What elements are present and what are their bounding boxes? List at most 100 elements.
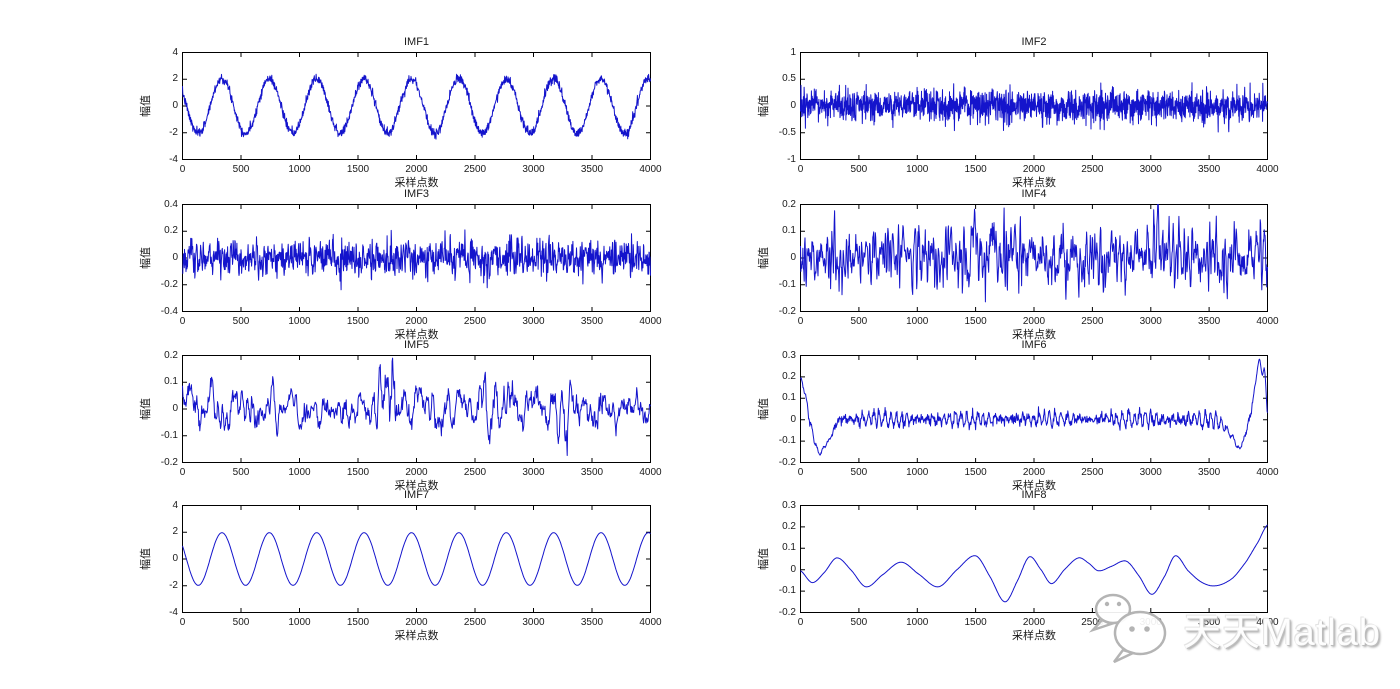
x-tick-label: 1000 [288,316,311,327]
x-tick-label: 2000 [1022,617,1046,628]
signal-trace-imf5 [182,357,651,456]
x-tick-label: 500 [232,467,250,478]
y-tick-label: -0.2 [778,456,796,468]
y-tick-label: 2 [172,526,178,538]
subplot-title-imf6: IMF6 [1021,339,1047,351]
x-tick-label: 1000 [906,164,929,175]
x-tick-label: 3000 [522,467,545,478]
tick-marks [800,505,1268,613]
y-tick-label: 2 [172,73,178,85]
y-tick-label: 4 [172,46,178,58]
x-axis-label-imf6: 采样点数 [1012,480,1056,492]
y-tick-label: -2 [169,126,178,138]
y-tick-label: 0 [172,252,178,263]
x-tick-label: 3500 [580,164,604,175]
y-tick-label: 0 [790,100,796,111]
x-tick-label: 0 [179,617,186,628]
y-tick-label: -0.5 [778,126,796,138]
plot-area-imf8 [800,505,1268,613]
x-tick-label: 2000 [405,617,428,628]
y-tick-label: 0 [172,553,178,564]
y-tick-label: 0 [172,403,178,414]
x-tick-label: 3500 [580,617,604,628]
subplot-title-imf5: IMF5 [403,339,430,351]
x-tick-label: 2000 [1022,164,1046,175]
y-tick-label: 0.1 [782,542,796,554]
x-tick-label: 2500 [1081,316,1104,327]
x-tick-label: 1500 [346,617,370,628]
x-tick-label: 2500 [1081,467,1104,478]
tick-marks [800,52,1268,160]
y-tick-label: 4 [172,499,178,511]
x-tick-label: 1000 [906,467,929,478]
x-tick-label: 2500 [463,316,487,327]
x-tick-label: 500 [850,316,868,327]
signal-trace-imf7 [182,532,651,586]
subplot-title-imf2: IMF2 [1021,36,1047,48]
y-tick-label: 0.5 [782,73,796,85]
x-tick-label: 3000 [522,164,545,175]
y-tick-label: -4 [169,606,178,618]
x-axis-label-imf7: 采样点数 [394,630,439,642]
x-tick-label: 4000 [1256,617,1279,628]
x-tick-label: 1500 [964,617,987,628]
y-tick-label: 0.1 [782,225,796,237]
plot-area-imf6 [800,355,1268,463]
y-tick-label: 0.3 [782,499,796,511]
x-tick-label: 3000 [522,617,545,628]
y-tick-label: -2 [169,579,178,591]
watermark-text: 天天Matlab [1183,611,1382,654]
x-tick-label: 4000 [639,617,662,628]
signal-trace-imf3 [182,229,651,291]
x-tick-label: 4000 [639,164,662,175]
y-tick-label: 0.3 [782,349,796,361]
x-tick-label: 4000 [1256,164,1279,175]
signal-trace-imf4 [800,204,1268,303]
y-tick-label: 0.2 [782,520,796,532]
y-tick-label: 0.4 [164,198,178,210]
x-tick-label: 2000 [405,467,428,478]
x-tick-label: 4000 [1256,316,1279,327]
x-tick-label: 2000 [405,316,428,327]
axes-box [182,52,651,160]
x-tick-label: 0 [797,467,804,478]
x-tick-label: 4000 [1256,467,1279,478]
x-tick-label: 1500 [964,164,987,175]
y-tick-label: 0 [790,413,796,425]
y-tick-label: 0 [790,252,796,263]
signal-trace-imf8 [800,524,1268,603]
x-tick-label: 1500 [346,316,370,327]
x-tick-label: 1500 [964,467,987,478]
tick-marks [800,204,1268,312]
y-tick-label: 0.2 [164,225,178,237]
x-tick-label: 500 [232,164,250,175]
x-tick-label: 3000 [1139,164,1162,175]
y-tick-label: -0.2 [778,606,796,618]
x-tick-label: 3000 [1139,467,1162,478]
x-tick-label: 3500 [1198,316,1221,327]
x-tick-label: 2000 [405,164,428,175]
x-axis-label-imf4: 采样点数 [1012,329,1056,341]
y-tick-label: 0 [172,100,178,111]
x-tick-label: 0 [179,467,186,478]
x-tick-label: 2500 [463,617,487,628]
x-tick-label: 1000 [906,617,929,628]
x-tick-label: 500 [850,164,868,175]
y-tick-label: -1 [787,153,796,165]
x-tick-label: 3500 [580,316,604,327]
x-tick-label: 1000 [288,617,311,628]
x-tick-label: 2000 [1022,316,1046,327]
x-axis-label-imf2: 采样点数 [1012,177,1056,189]
subplot-title-imf3: IMF3 [403,188,430,200]
x-tick-label: 0 [797,617,804,628]
x-tick-label: 3000 [1139,316,1162,327]
signal-trace-imf1 [182,73,651,140]
plot-area-imf5 [182,355,651,463]
y-tick-label: -0.2 [778,305,796,317]
subplot-title-imf1: IMF1 [403,36,430,48]
x-tick-label: 500 [850,617,868,628]
x-tick-label: 1500 [346,467,370,478]
x-tick-label: 500 [850,467,868,478]
y-tick-label: 0.2 [164,349,178,361]
